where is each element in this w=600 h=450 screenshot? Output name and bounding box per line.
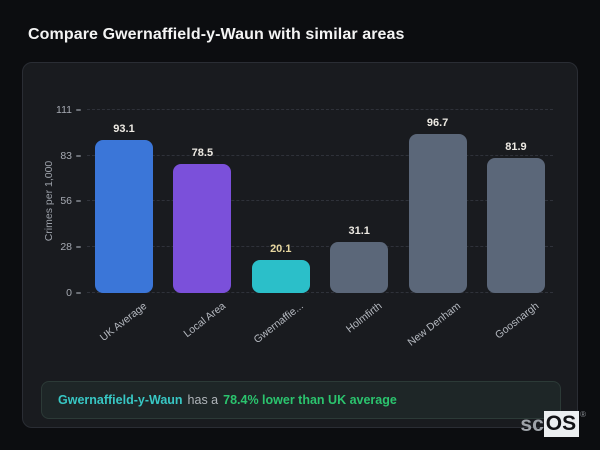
- scos-logo: sc OS ®: [520, 411, 586, 437]
- x-axis-label: Holmfirth: [344, 300, 385, 336]
- x-axis-label: UK Average: [97, 300, 150, 344]
- gridline: [87, 155, 553, 157]
- logo-prefix: sc: [520, 413, 544, 436]
- y-tick-label: 0: [29, 286, 81, 300]
- x-axis-label: Gwernaffie...: [252, 300, 307, 346]
- registered-mark-icon: ®: [580, 410, 586, 419]
- comparison-note: Gwernaffield-y-Waun has a 78.4% lower th…: [41, 381, 561, 419]
- tick-mark: [76, 245, 81, 248]
- note-area-name: Gwernaffield-y-Waun: [58, 393, 183, 407]
- bar-slot: 31.1: [330, 110, 389, 293]
- y-tick-value: 28: [60, 240, 72, 253]
- bar-local-area: [173, 163, 232, 293]
- bar-chart-plot: 93.1 78.5 20.1 31.1 96.7 81.9: [87, 109, 553, 293]
- gridline: [87, 109, 553, 110]
- gridline: [87, 199, 553, 201]
- bar-slot: 81.9: [486, 110, 545, 293]
- note-highlight: 78.4% lower than UK average: [223, 393, 397, 407]
- bar-holmfirth: [330, 241, 389, 293]
- y-tick-value: 111: [56, 104, 72, 116]
- y-tick-label: 56: [29, 194, 81, 208]
- tick-mark: [76, 292, 81, 294]
- bar-value-label: 81.9: [505, 140, 527, 153]
- tick-mark: [76, 199, 81, 202]
- gridline: [87, 292, 553, 293]
- y-tick-value: 0: [66, 287, 72, 299]
- bar-value-label: 20.1: [270, 242, 292, 255]
- bar-new-denham: [408, 133, 467, 293]
- x-axis-label: New Denham: [405, 300, 463, 349]
- bars-container: 93.1 78.5 20.1 31.1 96.7 81.9: [87, 110, 553, 293]
- bar-uk-average: [95, 139, 153, 293]
- gridline: [87, 245, 553, 247]
- x-axis-label: Goosnargh: [493, 300, 542, 342]
- logo-suffix: OS: [543, 411, 580, 437]
- bar-goosnargh: [486, 157, 545, 293]
- x-axis-label: Local Area: [181, 300, 228, 341]
- note-connector: has a: [187, 393, 219, 407]
- y-tick-label: 83: [29, 149, 81, 163]
- bar-value-label: 93.1: [113, 122, 135, 135]
- y-tick-value: 83: [60, 150, 72, 163]
- bar-value-label: 78.5: [191, 146, 214, 159]
- tick-mark: [76, 109, 81, 111]
- y-tick-label: 111: [29, 103, 81, 117]
- bar-slot: 93.1: [95, 110, 153, 293]
- bar-slot: 96.7: [408, 110, 467, 293]
- page-title: Compare Gwernaffield-y-Waun with similar…: [28, 26, 405, 43]
- y-tick-label: 28: [29, 240, 81, 254]
- bar-gwernaffie: [251, 259, 310, 293]
- y-tick-value: 56: [60, 194, 72, 207]
- bar-value-label: 31.1: [348, 224, 370, 237]
- bar-slot: 78.5: [173, 110, 232, 293]
- tick-mark: [76, 155, 81, 158]
- bar-slot: 20.1: [251, 110, 310, 293]
- bar-value-label: 96.7: [426, 116, 449, 129]
- chart-card: Crimes per 1,000 0 28 56 83 111 93.1 78.5 20.1…: [22, 62, 578, 428]
